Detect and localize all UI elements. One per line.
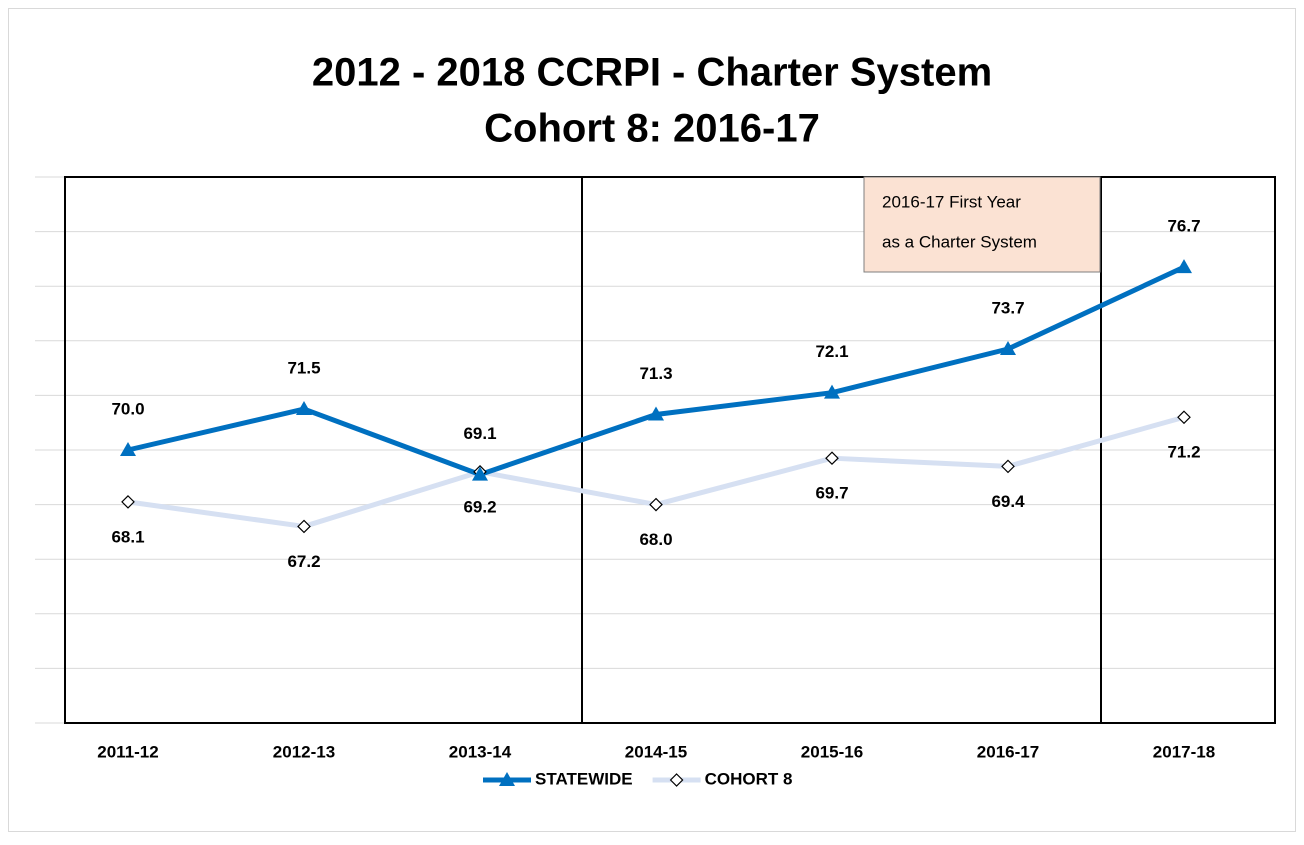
marker [472,466,488,481]
legend: STATEWIDE COHORT 8 [483,769,792,788]
legend-label: STATEWIDE [535,769,633,788]
x-tick-label: 2017-18 [1153,742,1215,761]
marker [1176,259,1192,274]
plot: 2011-12 2012-13 2013-14 2014-15 2015-16 2016-… [97,217,1215,762]
data-label: 69.7 [815,484,848,503]
marker [121,495,135,509]
marker [1177,410,1191,425]
x-tick-label: 2013-14 [449,742,512,761]
marker [649,497,663,512]
data-label: 69.1 [463,424,496,443]
data-label: 69.2 [463,497,496,516]
data-label: 71.5 [287,359,320,378]
marker [1000,340,1016,355]
x-tick-label: 2011-12 [97,742,158,761]
data-label: 67.2 [287,552,320,571]
x-tick-label: 2014-15 [625,742,687,761]
marker [825,451,839,466]
x-tick-label: 2012-13 [273,742,335,761]
marker [297,519,311,534]
data-label: 68.1 [111,527,144,546]
data-label: 76.7 [1167,217,1200,236]
data-label: 71.3 [639,364,672,383]
data-label: 68.0 [639,530,672,549]
x-tick-label: 2015-16 [801,742,863,761]
data-label: 71.2 [1167,443,1200,462]
chart-title: Cohort 8: 2016-17 [484,107,820,151]
data-label: 72.1 [815,342,848,361]
legend-marker [499,772,515,786]
annotation-text: as a Charter System [882,232,1037,251]
marker [648,406,664,421]
chart-title: 2012 - 2018 CCRPI - Charter System [312,51,992,95]
data-label: 69.4 [991,492,1025,511]
marker [1001,459,1015,474]
marker [296,401,312,416]
data-label: 73.7 [991,298,1024,317]
period-boxes [64,176,1276,724]
marker [120,442,136,456]
data-label: 70.0 [111,399,144,418]
annotation-box [863,176,1101,273]
x-tick-label: 2016-17 [977,742,1039,761]
annotation-text: 2016-17 First Year [882,192,1021,211]
period-frame [64,176,1276,724]
legend-label: COHORT 8 [705,769,793,788]
marker [824,384,840,399]
legend-marker [669,773,684,787]
annotation: 2016-17 First Year as a Charter System [863,176,1101,273]
